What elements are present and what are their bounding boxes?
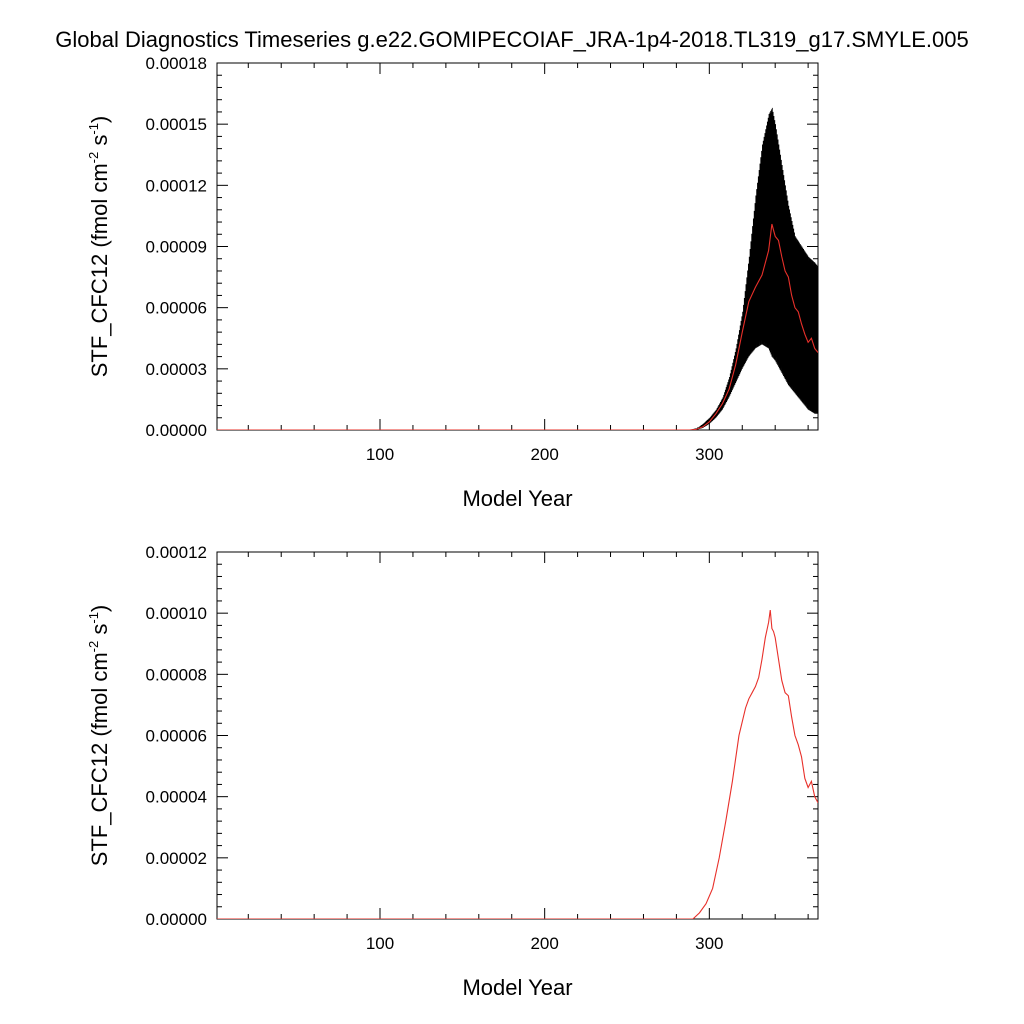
x-tick-label: 300 <box>695 934 723 953</box>
figure-title: Global Diagnostics Timeseries g.e22.GOMI… <box>55 27 968 52</box>
y-tick-label: 0.00012 <box>146 176 207 195</box>
y-axis-label-exp2: -1 <box>86 612 101 624</box>
y-tick-label: 0.00015 <box>146 115 207 134</box>
y-axis-label-mid: s <box>87 624 112 641</box>
series-monthly-line <box>217 107 818 430</box>
plot-frame <box>216 551 819 920</box>
y-tick-label: 0.00018 <box>146 54 207 73</box>
y-axis-label-end: ) <box>87 116 112 123</box>
y-axis-label-mid: s <box>87 135 112 152</box>
y-tick-label: 0.00000 <box>146 421 207 440</box>
series-annual-line <box>217 223 818 430</box>
y-tick-label: 0.00009 <box>146 238 207 257</box>
y-axis-label-end: ) <box>87 605 112 612</box>
chart-panel-bottom: 100 200 300 0.00000 0.00002 0.00004 0.00006 0.0… <box>86 543 819 1000</box>
x-axis-label: Model Year <box>462 486 572 511</box>
y-tick-label: 0.00000 <box>146 910 207 929</box>
x-tick-label: 200 <box>530 445 558 464</box>
y-tick-label: 0.00006 <box>146 727 207 746</box>
y-axis-label-exp1: -2 <box>86 152 101 164</box>
series-annual-line <box>217 610 818 919</box>
x-tick-label: 100 <box>366 445 394 464</box>
y-tick-label: 0.00003 <box>146 360 207 379</box>
x-tick-label: 300 <box>695 445 723 464</box>
y-axis-label-base: STF_CFC12 (fmol cm <box>87 652 112 866</box>
x-tick-label: 100 <box>366 934 394 953</box>
y-axis-label: STF_CFC12 (fmol cm-2 s-1) <box>86 116 112 378</box>
plot-frame <box>216 62 819 431</box>
y-tick-label: 0.00006 <box>146 299 207 318</box>
y-axis-label-exp2: -1 <box>86 123 101 135</box>
y-tick-label: 0.00002 <box>146 849 207 868</box>
x-tick-label: 200 <box>530 934 558 953</box>
y-tick-label: 0.00012 <box>146 543 207 562</box>
y-axis-label-exp1: -2 <box>86 641 101 653</box>
y-axis-label-base: STF_CFC12 (fmol cm <box>87 163 112 377</box>
y-tick-label: 0.00008 <box>146 665 207 684</box>
chart-panel-top: 100 200 300 0.00000 0.00003 0.00006 0.00009 0.0… <box>86 54 819 511</box>
x-axis-label: Model Year <box>462 975 572 1000</box>
y-axis-label: STF_CFC12 (fmol cm-2 s-1) <box>86 605 112 867</box>
y-tick-label: 0.00004 <box>146 788 207 807</box>
y-tick-label: 0.00010 <box>146 604 207 623</box>
